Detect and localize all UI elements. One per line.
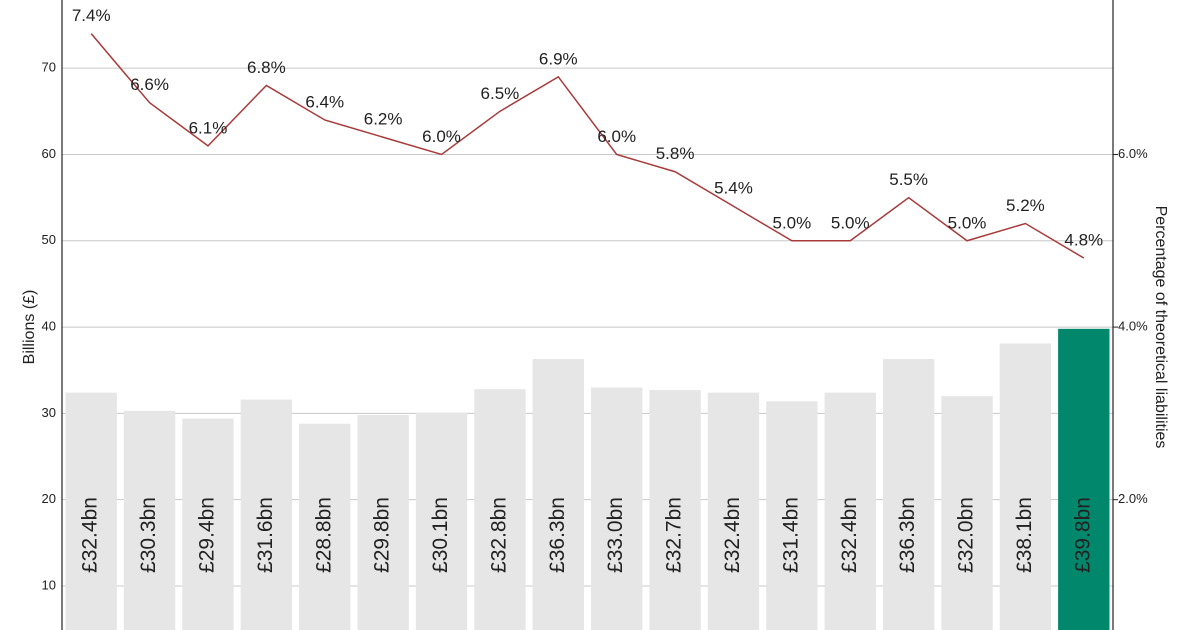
bar [474,389,526,630]
bar [182,418,234,630]
bar-value-label: £32.4bn [721,497,744,573]
bar-value-label: £31.6bn [254,497,277,573]
line-value-label: 6.5% [481,84,520,103]
bar-value-label: £32.4bn [838,497,861,573]
y-tick-label: 20 [42,491,56,506]
line-value-label: 5.0% [831,213,870,232]
y-tick-label: 40 [42,319,56,334]
bar-value-label: £30.3bn [137,497,160,573]
bar [299,423,351,630]
y-tick-label: 30 [42,405,56,420]
y2-tick-label: 2.0% [1118,491,1148,506]
bar-value-label: £32.8bn [487,497,510,573]
bar-value-label: £32.7bn [663,497,686,573]
line-value-label: 7.4% [72,6,111,25]
bar [591,387,643,630]
bar-value-label: £36.3bn [546,497,569,573]
bar [649,390,701,630]
y-tick-label: 60 [42,146,56,161]
bar-value-label: £31.4bn [779,497,802,573]
line-value-label: 6.2% [364,110,403,129]
y2-axis-label: Percentage of theoretical liabilities [1152,206,1169,449]
bar [1058,328,1110,630]
bar [707,392,760,630]
y-tick-label: 10 [42,577,56,592]
y-tick-label: 70 [42,60,56,75]
bar-value-label: £29.4bn [196,497,219,573]
y-tick-label: 50 [42,232,56,247]
line-value-label: 5.0% [948,213,987,232]
y2-tick-label: 6.0% [1118,146,1148,161]
y2-tick-label: 4.0% [1118,319,1148,334]
bar-value-label: £30.1bn [429,497,452,573]
bar-value-label: £39.8bn [1071,497,1094,573]
bar-value-label: £38.1bn [1013,497,1036,573]
bar [882,359,935,630]
line-value-label: 6.4% [305,92,344,111]
line-value-label: 6.1% [189,118,228,137]
bar [766,401,818,630]
bar-value-label: £36.3bn [896,497,919,573]
bar-value-label: £33.0bn [604,497,627,573]
bar-value-label: £32.0bn [955,497,978,573]
bar [357,415,409,630]
bar [941,396,993,630]
bar [240,399,293,630]
bar [65,392,117,630]
line-value-label: 6.9% [539,49,578,68]
line-value-label: 5.5% [889,170,928,189]
line-value-label: 5.4% [714,179,753,198]
bar [999,343,1052,630]
bar [824,392,876,630]
line-value-label: 5.0% [772,213,811,232]
bar-value-label: £29.8bn [371,497,394,573]
bar [415,412,468,630]
line-value-label: 6.0% [597,127,636,146]
bar-value-label: £28.8bn [312,497,335,573]
bar [123,410,176,630]
y-axis-label: Billions (£) [21,290,38,365]
line-value-label: 5.2% [1006,196,1045,215]
line-value-label: 6.0% [422,127,461,146]
bar-value-label: £32.4bn [79,497,102,573]
line-value-label: 4.8% [1064,231,1103,250]
bar [532,359,584,630]
line-value-label: 6.6% [130,75,169,94]
line-value-label: 6.8% [247,58,286,77]
line [90,33,1085,259]
line-value-label: 5.8% [656,144,695,163]
